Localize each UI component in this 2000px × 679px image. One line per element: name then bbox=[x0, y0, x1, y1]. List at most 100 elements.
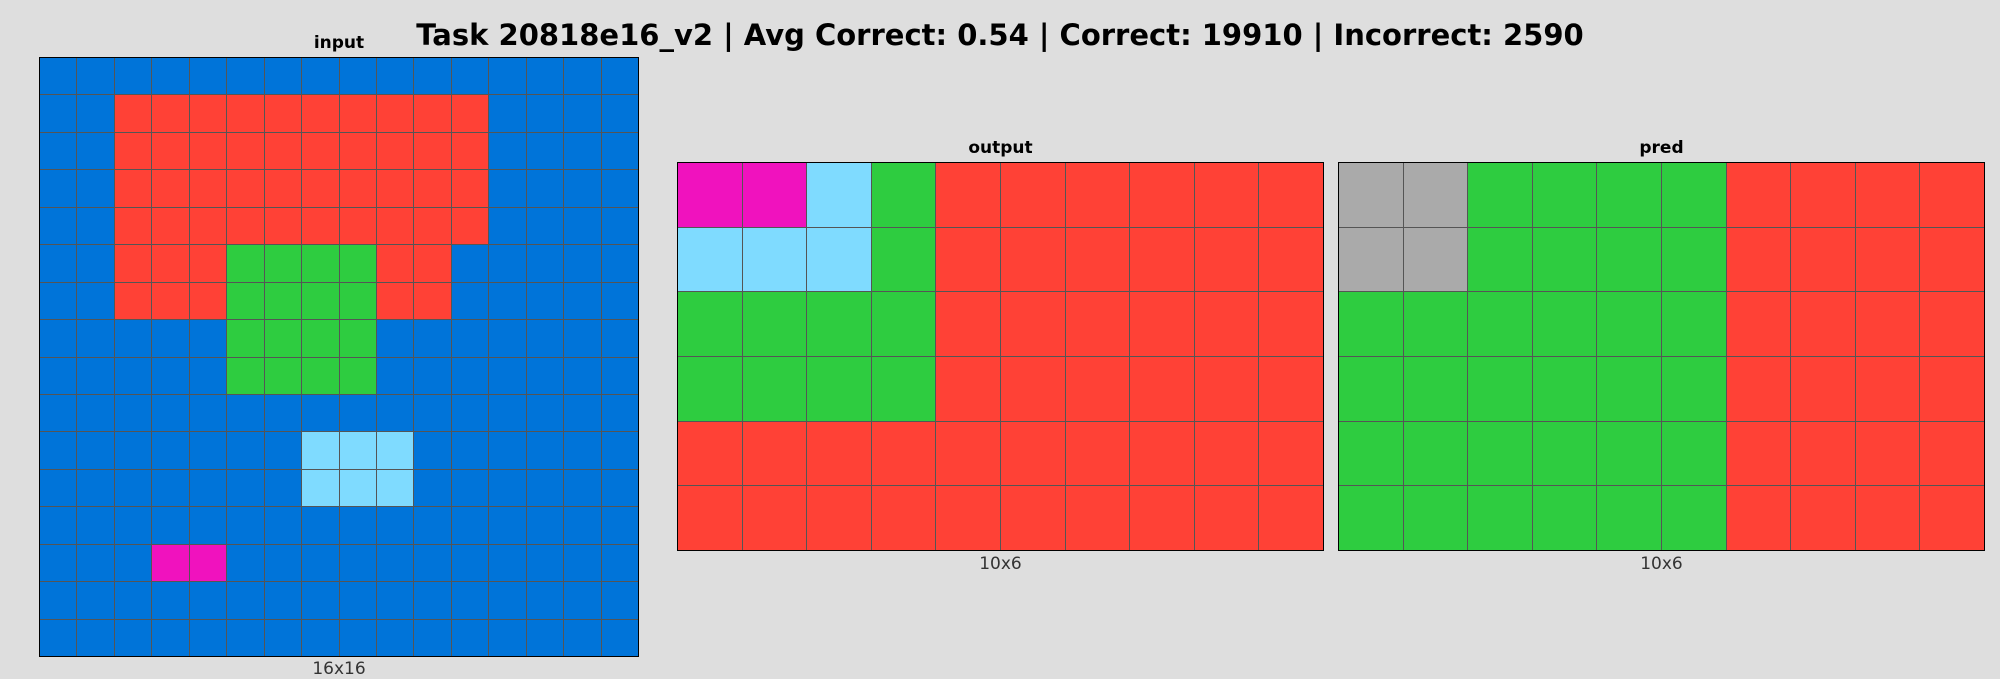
grid-cell bbox=[1791, 163, 1855, 227]
grid-cell bbox=[1194, 486, 1259, 550]
grid-cell bbox=[40, 320, 77, 357]
grid-cell bbox=[152, 357, 189, 394]
grid-cell bbox=[489, 95, 526, 132]
grid-cell bbox=[1726, 421, 1791, 486]
grid-cell bbox=[1532, 357, 1597, 421]
grid-cell bbox=[302, 619, 339, 656]
grid-cell bbox=[1791, 227, 1855, 292]
grid-cell bbox=[114, 132, 152, 170]
grid-cell bbox=[1000, 357, 1065, 421]
grid-cell bbox=[1065, 421, 1130, 486]
grid-cell bbox=[40, 357, 77, 394]
grid-cell bbox=[40, 282, 77, 320]
grid-cell bbox=[564, 245, 601, 282]
grid-cell bbox=[264, 320, 302, 357]
grid-cell bbox=[489, 320, 526, 357]
grid-cell bbox=[678, 163, 742, 227]
grid-cell bbox=[1468, 421, 1532, 486]
grid-cell bbox=[678, 357, 742, 421]
grid-cell bbox=[40, 582, 77, 619]
grid-cell bbox=[77, 207, 114, 245]
grid-cell bbox=[414, 132, 451, 170]
grid-cell bbox=[1194, 163, 1259, 227]
grid-cell bbox=[227, 432, 264, 469]
grid-cell bbox=[601, 507, 638, 544]
grid-cell bbox=[489, 432, 526, 469]
grid-cell bbox=[152, 544, 189, 582]
grid-cell bbox=[564, 320, 601, 357]
grid-cell bbox=[601, 132, 638, 170]
grid-cell bbox=[1000, 292, 1065, 356]
grid-cell bbox=[339, 469, 376, 507]
grid-cell bbox=[807, 421, 871, 486]
grid-cell bbox=[526, 320, 564, 357]
grid-cell bbox=[1726, 292, 1791, 356]
grid-cell bbox=[742, 421, 807, 486]
grid-cell bbox=[264, 469, 302, 507]
grid-cell bbox=[114, 95, 152, 132]
grid-cell bbox=[564, 544, 601, 582]
grid-cell bbox=[77, 95, 114, 132]
grid-cell bbox=[1130, 357, 1194, 421]
grid-cell bbox=[414, 245, 451, 282]
pred-size-label: 10x6 bbox=[1640, 554, 1683, 574]
grid-cell bbox=[601, 469, 638, 507]
grid-cell bbox=[77, 132, 114, 170]
grid-cell bbox=[414, 357, 451, 394]
grid-cell bbox=[189, 507, 227, 544]
grid-cell bbox=[114, 357, 152, 394]
grid-cell bbox=[807, 357, 871, 421]
grid-cell bbox=[1130, 292, 1194, 356]
grid-cell bbox=[451, 544, 489, 582]
grid-cell bbox=[114, 619, 152, 656]
grid-cell bbox=[1920, 357, 1984, 421]
grid-cell bbox=[414, 58, 451, 95]
grid-cell bbox=[152, 282, 189, 320]
grid-cell bbox=[40, 132, 77, 170]
grid-cell bbox=[376, 132, 414, 170]
grid-cell bbox=[489, 245, 526, 282]
grid-cell bbox=[376, 95, 414, 132]
grid-cell bbox=[189, 432, 227, 469]
grid-cell bbox=[1597, 292, 1661, 356]
grid-cell bbox=[1403, 421, 1468, 486]
grid-cell bbox=[414, 394, 451, 432]
grid-cell bbox=[451, 95, 489, 132]
grid-cell bbox=[871, 421, 936, 486]
grid-cell bbox=[1339, 421, 1403, 486]
grid-cell bbox=[678, 486, 742, 550]
grid-cell bbox=[114, 394, 152, 432]
grid-cell bbox=[264, 507, 302, 544]
grid-cell bbox=[1468, 486, 1532, 550]
grid-cell bbox=[152, 320, 189, 357]
grid-cell bbox=[1065, 163, 1130, 227]
grid-cell bbox=[601, 58, 638, 95]
grid-cell bbox=[339, 582, 376, 619]
grid-cell bbox=[189, 58, 227, 95]
grid-cell bbox=[264, 207, 302, 245]
grid-cell bbox=[1000, 421, 1065, 486]
grid-cell bbox=[936, 292, 1000, 356]
grid-cell bbox=[414, 282, 451, 320]
grid-cell bbox=[376, 394, 414, 432]
grid-cell bbox=[1000, 486, 1065, 550]
grid-cell bbox=[77, 320, 114, 357]
grid-cell bbox=[77, 170, 114, 207]
grid-cell bbox=[1791, 292, 1855, 356]
grid-cell bbox=[152, 507, 189, 544]
grid-cell bbox=[1468, 163, 1532, 227]
grid-cell bbox=[376, 170, 414, 207]
grid-cell bbox=[489, 207, 526, 245]
grid-cell bbox=[489, 544, 526, 582]
grid-cell bbox=[302, 95, 339, 132]
grid-cell bbox=[871, 292, 936, 356]
grid-cell bbox=[77, 357, 114, 394]
grid-cell bbox=[564, 282, 601, 320]
grid-cell bbox=[40, 170, 77, 207]
grid-cell bbox=[227, 170, 264, 207]
grid-cell bbox=[489, 170, 526, 207]
grid-cell bbox=[489, 507, 526, 544]
grid-cell bbox=[451, 320, 489, 357]
grid-cell bbox=[1532, 163, 1597, 227]
grid-cell bbox=[601, 582, 638, 619]
